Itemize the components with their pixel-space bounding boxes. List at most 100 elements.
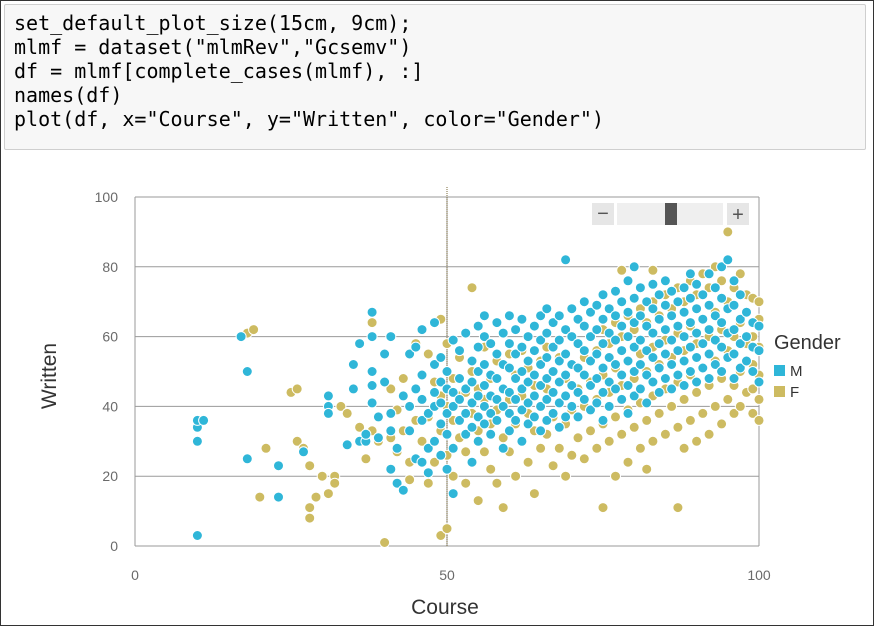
data-point-m	[379, 376, 391, 388]
data-point-m	[522, 355, 534, 367]
data-point-m	[578, 296, 590, 308]
data-point-m	[666, 285, 678, 297]
data-point-m	[597, 289, 609, 301]
data-point-m	[716, 317, 728, 329]
data-point-f	[304, 512, 316, 524]
data-point-f	[672, 502, 684, 514]
data-point-f	[485, 463, 497, 475]
data-point-f	[659, 428, 671, 440]
zoom-in-button[interactable]	[727, 203, 749, 225]
data-point-m	[622, 275, 634, 287]
data-point-f	[466, 282, 478, 294]
data-point-m	[503, 425, 515, 437]
data-point-f	[610, 411, 621, 423]
data-point-m	[366, 331, 378, 343]
zoom-out-button[interactable]	[592, 203, 614, 225]
data-point-m	[372, 432, 384, 444]
code-cell[interactable]: set_default_plot_size(15cm, 9cm); mlmf =…	[4, 4, 866, 150]
data-point-m	[616, 345, 628, 357]
data-point-f	[254, 491, 266, 503]
data-point-m	[647, 352, 659, 363]
data-point-m	[447, 488, 459, 500]
data-point-f	[491, 477, 503, 489]
data-point-m	[273, 491, 284, 503]
x-tick-label: 0	[131, 567, 139, 583]
data-point-m	[572, 362, 584, 374]
data-point-f	[429, 456, 440, 468]
data-point-m	[678, 331, 690, 343]
data-point-m	[466, 355, 478, 367]
data-point-f	[622, 456, 634, 468]
data-point-m	[709, 359, 721, 370]
data-point-m	[454, 414, 465, 426]
data-point-m	[678, 282, 690, 294]
data-point-m	[528, 369, 540, 381]
data-point-m	[541, 373, 553, 384]
data-point-m	[691, 327, 703, 339]
data-point-m	[641, 320, 653, 332]
zoom-controls[interactable]: − +	[592, 203, 749, 226]
data-point-m	[535, 400, 547, 412]
data-point-m	[616, 393, 628, 405]
data-point-m	[603, 352, 615, 363]
data-point-m	[641, 296, 653, 308]
data-point-m	[553, 376, 565, 388]
data-point-f	[753, 296, 765, 308]
data-point-f	[709, 400, 721, 412]
chart-svg[interactable]: 0 20 40 60 80 100 0 50 100 Course Written Gender…	[0, 150, 874, 626]
data-point-m	[385, 463, 397, 475]
data-point-m	[653, 313, 665, 325]
data-point-m	[478, 400, 490, 412]
data-point-m	[497, 327, 509, 339]
data-point-m	[416, 324, 428, 336]
data-point-f	[441, 523, 453, 535]
data-point-m	[716, 341, 728, 353]
data-point-f	[585, 425, 596, 437]
data-point-m	[753, 376, 765, 388]
data-point-m	[516, 404, 528, 416]
zoom-slider-handle[interactable]	[665, 203, 677, 225]
data-point-m	[547, 317, 559, 329]
scatter-plot[interactable]: 0 20 40 60 80 100 0 50 100 Course Written Gender…	[0, 150, 874, 626]
data-point-m	[591, 299, 603, 311]
data-point-m	[616, 369, 628, 381]
code-line-2: mlmf = dataset("mlmRev","Gcsemv")	[14, 35, 412, 59]
data-point-m	[460, 327, 472, 339]
legend-swatch-f	[774, 386, 785, 397]
data-point-m	[610, 383, 621, 395]
data-point-m	[404, 425, 416, 437]
data-point-m	[522, 331, 534, 343]
data-point-m	[703, 299, 715, 311]
data-point-m	[585, 380, 596, 391]
data-point-m	[659, 299, 671, 311]
data-point-m	[703, 324, 715, 336]
data-point-m	[379, 348, 391, 360]
data-point-m	[541, 393, 553, 405]
tick-labels: 0 20 40 60 80 100 0 50 100	[95, 189, 771, 583]
data-point-m	[659, 275, 671, 287]
data-point-m	[622, 407, 634, 419]
data-point-m	[703, 373, 715, 384]
data-point-m	[709, 310, 721, 322]
data-point-m	[435, 352, 447, 363]
data-point-m	[653, 386, 665, 398]
x-tick-label: 100	[747, 567, 771, 583]
x-axis-label: Course	[411, 596, 479, 619]
code-line-5: plot(df, x="Course", y="Written", color=…	[14, 107, 605, 131]
data-point-m	[503, 407, 515, 419]
data-point-m	[697, 313, 709, 325]
data-point-m	[585, 331, 596, 343]
data-point-m	[734, 362, 746, 374]
data-point-m	[429, 359, 440, 370]
data-point-m	[597, 414, 609, 426]
data-point-m	[460, 383, 472, 395]
data-point-m	[628, 366, 640, 377]
data-point-m	[634, 310, 646, 322]
data-point-m	[516, 435, 528, 447]
data-point-m	[672, 296, 684, 308]
data-point-m	[553, 310, 565, 322]
data-point-m	[454, 393, 465, 405]
data-point-m	[541, 414, 553, 426]
data-point-m	[472, 411, 484, 423]
data-point-m	[659, 373, 671, 384]
